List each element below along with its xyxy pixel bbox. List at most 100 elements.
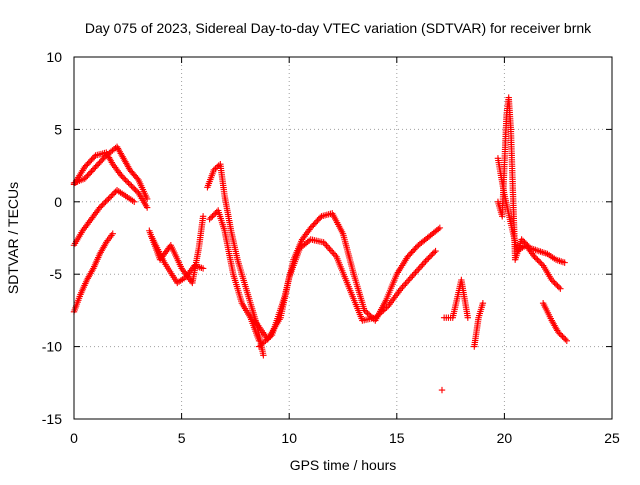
data-point <box>464 314 472 321</box>
data-point <box>310 221 317 229</box>
chart-title: Day 075 of 2023, Sidereal Day-to-day VTE… <box>85 20 592 36</box>
series-track-13 <box>471 299 487 350</box>
data-point <box>199 265 207 272</box>
data-point <box>405 252 413 259</box>
data-point <box>131 198 138 205</box>
data-point <box>412 269 419 276</box>
plot-frame <box>73 56 613 420</box>
data-point <box>95 160 102 168</box>
data-point <box>429 250 436 258</box>
data-point <box>100 155 107 162</box>
y-tick-label: -10 <box>42 339 62 355</box>
data-point <box>143 195 151 203</box>
data-point <box>432 247 439 255</box>
data-point <box>428 252 435 259</box>
data-point <box>406 275 413 283</box>
data-point <box>531 253 538 261</box>
series-track-8 <box>206 207 263 345</box>
data-point <box>134 175 141 182</box>
series-track-10 <box>251 236 439 343</box>
series-track-16 <box>539 299 571 345</box>
series-track-6 <box>148 233 207 287</box>
data-point <box>255 337 263 345</box>
data-point <box>413 267 421 275</box>
series-track-14 <box>494 94 568 266</box>
data-point <box>326 245 333 252</box>
data-point <box>422 258 429 265</box>
x-tick-label: 5 <box>178 430 186 446</box>
series-track-2 <box>70 149 151 211</box>
data-point <box>126 181 134 188</box>
data-point <box>88 168 95 175</box>
data-point <box>312 218 320 226</box>
data-point <box>419 261 426 268</box>
data-point <box>557 285 564 292</box>
data-point <box>409 247 417 255</box>
data-point <box>85 159 92 166</box>
data-point <box>537 259 544 266</box>
x-tick-label: 10 <box>281 430 297 446</box>
data-point <box>562 336 569 343</box>
data-point <box>206 215 213 223</box>
data-point <box>403 279 411 286</box>
data-point <box>132 187 139 194</box>
data-point <box>102 198 109 205</box>
data-point <box>110 189 118 197</box>
data-point <box>131 185 138 192</box>
data-point <box>402 280 409 288</box>
data-point <box>81 175 88 182</box>
data-point <box>423 256 431 263</box>
data-point <box>99 201 106 208</box>
data-point <box>122 176 129 184</box>
data-point <box>84 172 91 179</box>
data-point <box>86 169 94 177</box>
series-track-15 <box>494 155 564 292</box>
data-point <box>364 310 371 317</box>
series-track-11 <box>440 276 472 321</box>
series-track-3 <box>70 187 138 249</box>
data-point <box>479 299 487 307</box>
data-point <box>260 352 267 359</box>
data-point <box>103 197 111 204</box>
data-point <box>86 158 94 165</box>
data-point <box>84 160 91 168</box>
data-point <box>109 191 116 198</box>
y-tick-label: 5 <box>54 121 62 137</box>
data-point <box>96 159 103 166</box>
data-point <box>125 179 132 187</box>
x-tick-label: 20 <box>497 430 513 446</box>
data-point <box>417 262 425 270</box>
data-point <box>96 204 104 211</box>
data-point <box>329 248 336 256</box>
data-point <box>209 213 216 220</box>
data-point <box>128 182 135 190</box>
data-point <box>90 165 98 172</box>
data-point <box>119 173 126 181</box>
x-tick-label: 15 <box>389 430 405 446</box>
ticks-layer: 0 5 10 15 20 25 -15 -10 -5 0 5 10 <box>42 49 620 446</box>
data-point <box>89 166 97 174</box>
data-point <box>420 259 428 267</box>
data-point <box>118 172 125 179</box>
data-point <box>308 223 316 230</box>
data-point <box>361 307 368 314</box>
data-point <box>557 331 565 339</box>
data-point <box>81 163 88 171</box>
data-point <box>315 215 322 223</box>
data-point <box>518 236 525 243</box>
data-point <box>426 253 433 261</box>
data-point <box>207 214 215 221</box>
series-track-4 <box>70 230 116 316</box>
data-point <box>436 224 444 232</box>
data-point <box>554 282 561 289</box>
x-tick-label: 0 <box>70 430 78 446</box>
data-point <box>108 192 115 200</box>
data-point <box>98 202 105 210</box>
series-track-9 <box>255 210 444 350</box>
data-point <box>412 244 419 252</box>
data-point <box>88 156 95 164</box>
data-point <box>405 277 412 284</box>
x-tick-label: 25 <box>604 430 620 446</box>
